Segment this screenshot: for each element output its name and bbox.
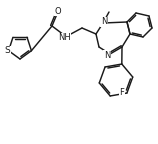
Text: N: N <box>101 18 107 26</box>
Text: N: N <box>104 51 110 59</box>
Text: F: F <box>119 88 124 96</box>
Text: O: O <box>55 6 61 16</box>
Text: S: S <box>5 46 10 55</box>
Text: NH: NH <box>58 34 71 42</box>
